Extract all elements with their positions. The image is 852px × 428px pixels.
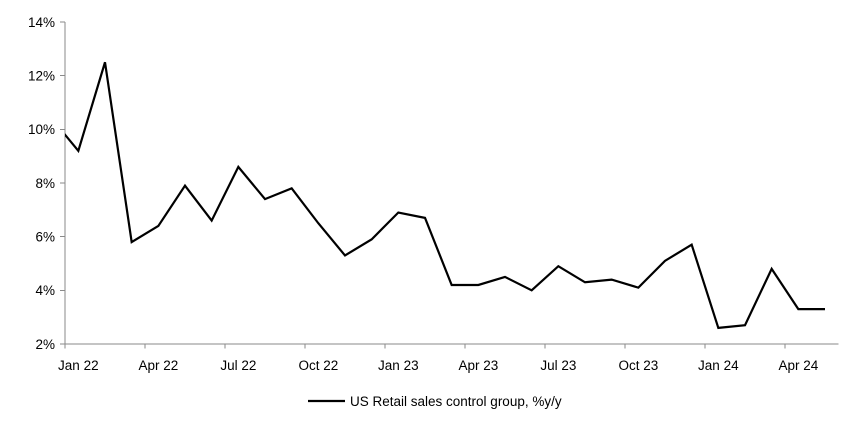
x-tick-label: Jul 22 (220, 358, 256, 373)
y-tick-label: 14% (28, 15, 55, 30)
x-tick-label: Oct 22 (298, 358, 338, 373)
x-tick-label: Oct 23 (618, 358, 658, 373)
x-tick-label: Apr 22 (138, 358, 178, 373)
x-tick-label: Jul 23 (540, 358, 576, 373)
x-tick-label: Jan 24 (698, 358, 739, 373)
y-tick-label: 4% (35, 283, 55, 298)
y-tick-label: 2% (35, 337, 55, 352)
y-tick-label: 10% (28, 122, 55, 137)
y-axis-ticks: 2% 4% 6% 8% 10% 12% 14% (28, 15, 65, 352)
legend: US Retail sales control group, %y/y (308, 394, 562, 409)
legend-label: US Retail sales control group, %y/y (350, 394, 562, 409)
x-tick-label: Jan 22 (58, 358, 99, 373)
x-tick-label: Apr 23 (458, 358, 498, 373)
data-line-retail-control-group (65, 61, 825, 330)
y-tick-label: 6% (35, 229, 55, 244)
x-tick-label: Jan 23 (378, 358, 419, 373)
y-tick-label: 8% (35, 176, 55, 191)
y-tick-label: 12% (28, 68, 55, 83)
x-tick-label: Apr 24 (778, 358, 818, 373)
x-axis-ticks: Jan 22 Apr 22 Jul 22 Oct 22 Jan 23 Apr 23 Jul … (58, 344, 819, 373)
